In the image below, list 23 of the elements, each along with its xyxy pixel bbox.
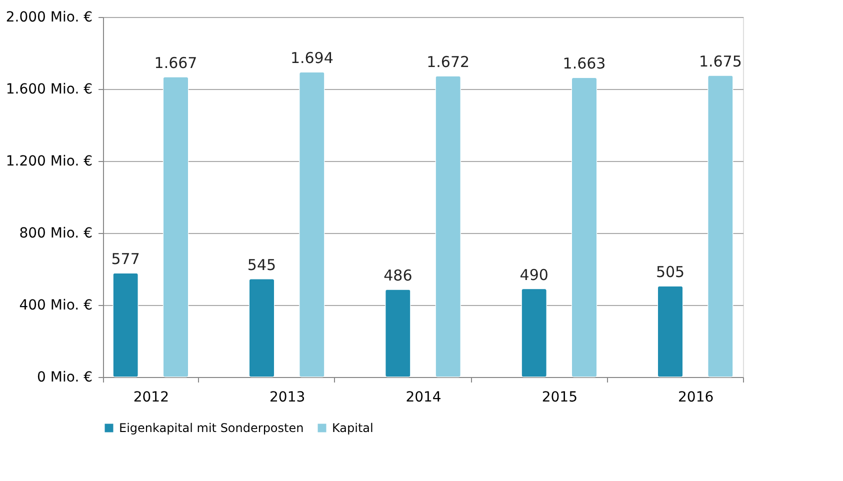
y-tick-label: 800 Mio. € bbox=[19, 226, 92, 242]
x-tick-label: 2015 bbox=[542, 390, 578, 406]
data-label: 1.667 bbox=[154, 54, 198, 72]
x-tick-label: 2013 bbox=[270, 390, 306, 406]
x-tick-label: 2012 bbox=[133, 390, 169, 406]
data-label: 505 bbox=[656, 263, 685, 282]
data-label: 486 bbox=[384, 266, 412, 285]
data-label: 1.675 bbox=[698, 52, 742, 70]
legend-label: Eigenkapital mit Sonderposten bbox=[119, 421, 304, 435]
x-tick-label: 2014 bbox=[406, 390, 442, 406]
data-label: 1.672 bbox=[426, 53, 470, 72]
x-tick-label: 2016 bbox=[678, 390, 714, 406]
y-tick-label: 1.200 Mio. € bbox=[6, 154, 92, 170]
y-tick-label: 2.000 Mio. € bbox=[6, 10, 92, 26]
data-label: 1.694 bbox=[290, 49, 334, 68]
data-label: 577 bbox=[111, 250, 140, 268]
y-tick-label: 1.600 Mio. € bbox=[6, 82, 92, 98]
y-tick-label: 400 Mio. € bbox=[19, 298, 92, 314]
y-tick-label: 0 Mio. € bbox=[37, 370, 92, 386]
data-label: 490 bbox=[520, 266, 548, 284]
legend-label: Kapital bbox=[332, 421, 374, 435]
data-label: 1.663 bbox=[562, 54, 606, 73]
data-label: 545 bbox=[247, 256, 276, 274]
